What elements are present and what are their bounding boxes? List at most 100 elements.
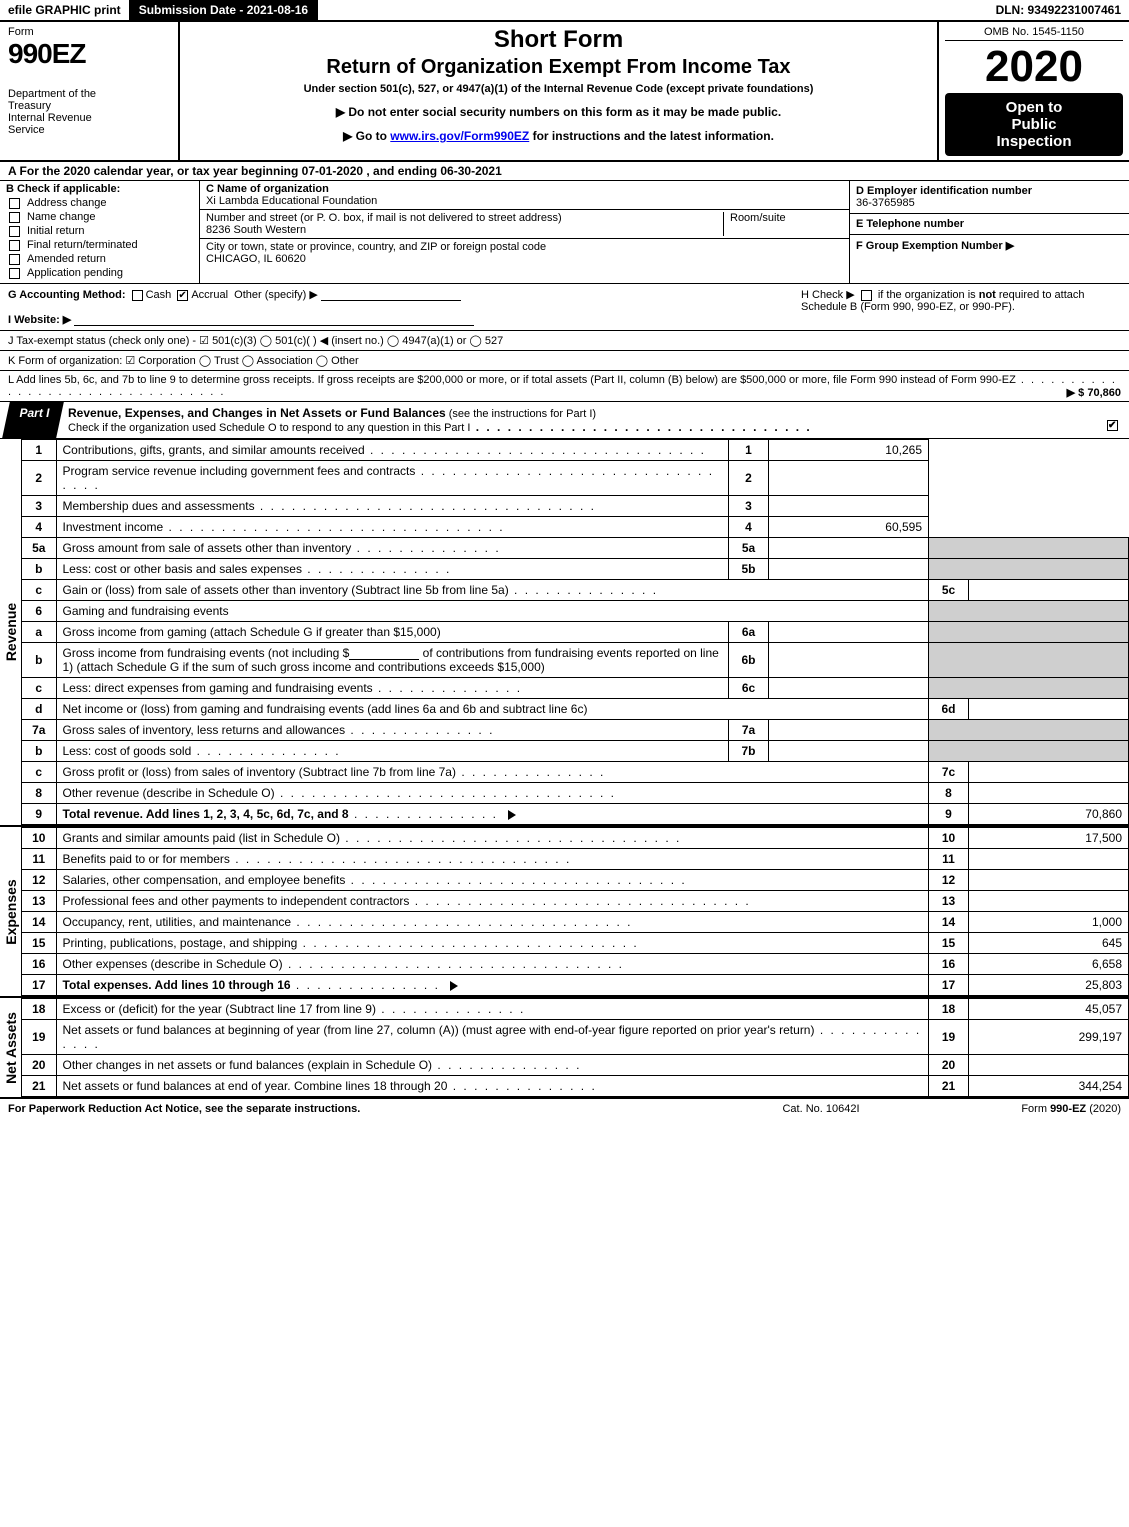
line-10: 10Grants and similar amounts paid (list … (22, 828, 1129, 849)
net-assets-section: Net Assets 18Excess or (deficit) for the… (0, 996, 1129, 1097)
line-3: 3Membership dues and assessments3 (22, 496, 1129, 517)
line-7b: bLess: cost of goods sold7b (22, 741, 1129, 762)
gross-receipts-value: ▶ $ 70,860 (1067, 386, 1121, 399)
irs-link[interactable]: www.irs.gov/Form990EZ (390, 129, 529, 143)
catalog-number: Cat. No. 10642I (721, 1103, 921, 1115)
page-footer: For Paperwork Reduction Act Notice, see … (0, 1097, 1129, 1119)
line-2: 2Program service revenue including gover… (22, 461, 1129, 496)
line-15: 15Printing, publications, postage, and s… (22, 933, 1129, 954)
org-name: Xi Lambda Educational Foundation (206, 195, 377, 207)
line-5b: bLess: cost or other basis and sales exp… (22, 559, 1129, 580)
line-9: 9Total revenue. Add lines 1, 2, 3, 4, 5c… (22, 804, 1129, 825)
line-19: 19Net assets or fund balances at beginni… (22, 1020, 1129, 1055)
goto-line: ▶ Go to www.irs.gov/Form990EZ for instru… (188, 129, 929, 143)
section-a-tax-year: A For the 2020 calendar year, or tax yea… (0, 162, 1129, 181)
line-14: 14Occupancy, rent, utilities, and mainte… (22, 912, 1129, 933)
header-center: Short Form Return of Organization Exempt… (180, 22, 939, 160)
fundraising-amount-input[interactable] (349, 648, 419, 660)
c-name-label: C Name of organization (206, 183, 329, 195)
omb-number: OMB No. 1545-1150 (945, 26, 1123, 41)
form-subtitle: Under section 501(c), 527, or 4947(a)(1)… (188, 83, 929, 95)
revenue-section: Revenue 1Contributions, gifts, grants, a… (0, 439, 1129, 825)
column-b-checkboxes: B Check if applicable: Address change Na… (0, 181, 200, 283)
checkbox-amended-return[interactable] (9, 254, 20, 265)
line-l: L Add lines 5b, 6c, and 7b to line 9 to … (0, 371, 1129, 402)
org-info-block: B Check if applicable: Address change Na… (0, 181, 1129, 284)
expenses-side-label: Expenses (0, 827, 22, 996)
col-b-label: B Check if applicable: (6, 183, 193, 195)
line-g-h: G Accounting Method: Cash Accrual Other … (0, 284, 1129, 331)
checkbox-schedule-o[interactable] (1107, 420, 1118, 431)
dln-label: DLN: 93492231007461 (988, 0, 1129, 20)
line-1: 1Contributions, gifts, grants, and simil… (22, 440, 1129, 461)
line-20: 20Other changes in net assets or fund ba… (22, 1055, 1129, 1076)
tax-year: 2020 (945, 45, 1123, 89)
form-header: Form 990EZ Department of theTreasuryInte… (0, 22, 1129, 162)
arrow-icon (450, 981, 458, 991)
line-18: 18Excess or (deficit) for the year (Subt… (22, 999, 1129, 1020)
room-suite-label: Room/suite (723, 212, 843, 236)
line-6a: aGross income from gaming (attach Schedu… (22, 622, 1129, 643)
form-word: Form (8, 26, 170, 38)
group-exemption-label: F Group Exemption Number ▶ (856, 240, 1014, 252)
line-13: 13Professional fees and other payments t… (22, 891, 1129, 912)
line-16: 16Other expenses (describe in Schedule O… (22, 954, 1129, 975)
website-input[interactable] (74, 314, 474, 326)
line-7c: cGross profit or (loss) from sales of in… (22, 762, 1129, 783)
line-7a: 7aGross sales of inventory, less returns… (22, 720, 1129, 741)
public-inspection-badge: Open toPublicInspection (945, 93, 1123, 156)
column-c-org: C Name of organization Xi Lambda Educati… (200, 181, 849, 283)
line-6d: dNet income or (loss) from gaming and fu… (22, 699, 1129, 720)
website-label: I Website: ▶ (8, 314, 71, 326)
line-j: J Tax-exempt status (check only one) - ☑… (0, 331, 1129, 351)
ein-value: 36-3765985 (856, 197, 915, 209)
efile-label: efile GRAPHIC print (0, 0, 131, 20)
column-d-ein: D Employer identification number 36-3765… (849, 181, 1129, 283)
city-label: City or town, state or province, country… (206, 241, 546, 253)
line-5c: cGain or (loss) from sale of assets othe… (22, 580, 1129, 601)
checkbox-cash[interactable] (132, 290, 143, 301)
checkbox-accrual[interactable] (177, 290, 188, 301)
form-title-2: Return of Organization Exempt From Incom… (188, 56, 929, 79)
checkbox-name-change[interactable] (9, 212, 20, 223)
line-11: 11Benefits paid to or for members11 (22, 849, 1129, 870)
checkbox-final-return[interactable] (9, 240, 20, 251)
line-4: 4Investment income460,595 (22, 517, 1129, 538)
department-label: Department of theTreasuryInternal Revenu… (8, 88, 170, 136)
part-1-header: Part I Revenue, Expenses, and Changes in… (0, 402, 1129, 439)
line-6c: cLess: direct expenses from gaming and f… (22, 678, 1129, 699)
org-address: 8236 South Western (206, 224, 306, 236)
line-17: 17Total expenses. Add lines 10 through 1… (22, 975, 1129, 996)
address-label: Number and street (or P. O. box, if mail… (206, 212, 562, 224)
org-city: CHICAGO, IL 60620 (206, 253, 306, 265)
net-assets-side-label: Net Assets (0, 998, 22, 1097)
line-6: 6Gaming and fundraising events (22, 601, 1129, 622)
part-1-title: Revenue, Expenses, and Changes in Net As… (60, 402, 1129, 438)
line-12: 12Salaries, other compensation, and empl… (22, 870, 1129, 891)
line-5a: 5aGross amount from sale of assets other… (22, 538, 1129, 559)
checkbox-initial-return[interactable] (9, 226, 20, 237)
paperwork-notice: For Paperwork Reduction Act Notice, see … (8, 1103, 721, 1115)
revenue-side-label: Revenue (0, 439, 22, 825)
ein-label: D Employer identification number (856, 185, 1032, 197)
checkbox-application-pending[interactable] (9, 268, 20, 279)
line-k: K Form of organization: ☑ Corporation ◯ … (0, 351, 1129, 371)
telephone-label: E Telephone number (856, 218, 964, 230)
arrow-icon (508, 810, 516, 820)
top-bar: efile GRAPHIC print Submission Date - 20… (0, 0, 1129, 22)
warning-line: ▶ Do not enter social security numbers o… (188, 105, 929, 119)
header-right: OMB No. 1545-1150 2020 Open toPublicInsp… (939, 22, 1129, 160)
checkbox-address-change[interactable] (9, 198, 20, 209)
other-method-input[interactable] (321, 289, 461, 301)
form-title-1: Short Form (188, 26, 929, 54)
line-21: 21Net assets or fund balances at end of … (22, 1076, 1129, 1097)
submission-date: Submission Date - 2021-08-16 (131, 0, 318, 20)
header-left: Form 990EZ Department of theTreasuryInte… (0, 22, 180, 160)
form-number: 990EZ (8, 38, 170, 70)
expenses-section: Expenses 10Grants and similar amounts pa… (0, 825, 1129, 996)
line-8: 8Other revenue (describe in Schedule O)8 (22, 783, 1129, 804)
checkbox-schedule-b[interactable] (861, 290, 872, 301)
part-1-tab: Part I (2, 402, 64, 438)
line-6b: bGross income from fundraising events (n… (22, 643, 1129, 678)
form-footer-label: Form 990-EZ (2020) (921, 1103, 1121, 1115)
